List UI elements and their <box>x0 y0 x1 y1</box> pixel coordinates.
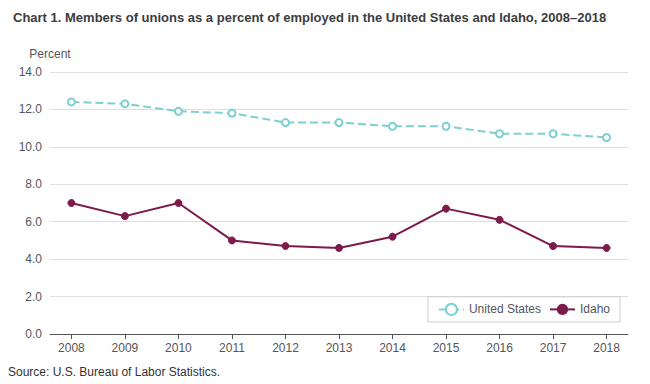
svg-text:2008: 2008 <box>58 341 85 355</box>
svg-text:Percent: Percent <box>29 47 71 61</box>
svg-text:2012: 2012 <box>272 341 299 355</box>
svg-text:12.0: 12.0 <box>19 102 43 116</box>
svg-text:United States: United States <box>469 302 541 316</box>
svg-text:6.0: 6.0 <box>25 215 42 229</box>
svg-text:2009: 2009 <box>112 341 139 355</box>
svg-text:0.0: 0.0 <box>25 327 42 341</box>
svg-text:2014: 2014 <box>379 341 406 355</box>
svg-text:2.0: 2.0 <box>25 290 42 304</box>
svg-text:2013: 2013 <box>326 341 353 355</box>
svg-text:2016: 2016 <box>486 341 513 355</box>
svg-text:10.0: 10.0 <box>19 140 43 154</box>
svg-text:2010: 2010 <box>165 341 192 355</box>
svg-text:8.0: 8.0 <box>25 177 42 191</box>
svg-text:2015: 2015 <box>433 341 460 355</box>
svg-text:14.0: 14.0 <box>19 65 43 79</box>
svg-text:Chart 1. Members of unions as: Chart 1. Members of unions as a percent … <box>13 10 606 25</box>
svg-text:Idaho: Idaho <box>580 302 610 316</box>
svg-text:Source: U.S. Bureau of Labor S: Source: U.S. Bureau of Labor Statistics. <box>8 365 220 379</box>
svg-text:2011: 2011 <box>219 341 245 355</box>
svg-text:2018: 2018 <box>593 341 620 355</box>
svg-text:2017: 2017 <box>540 341 567 355</box>
svg-text:4.0: 4.0 <box>25 252 42 266</box>
